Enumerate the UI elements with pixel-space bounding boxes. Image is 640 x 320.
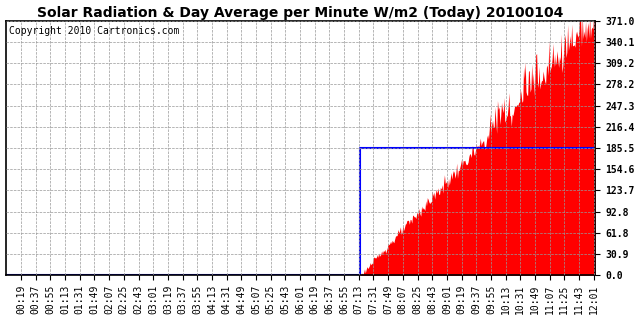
Text: Copyright 2010 Cartronics.com: Copyright 2010 Cartronics.com bbox=[8, 26, 179, 36]
Title: Solar Radiation & Day Average per Minute W/m2 (Today) 20100104: Solar Radiation & Day Average per Minute… bbox=[37, 5, 564, 20]
